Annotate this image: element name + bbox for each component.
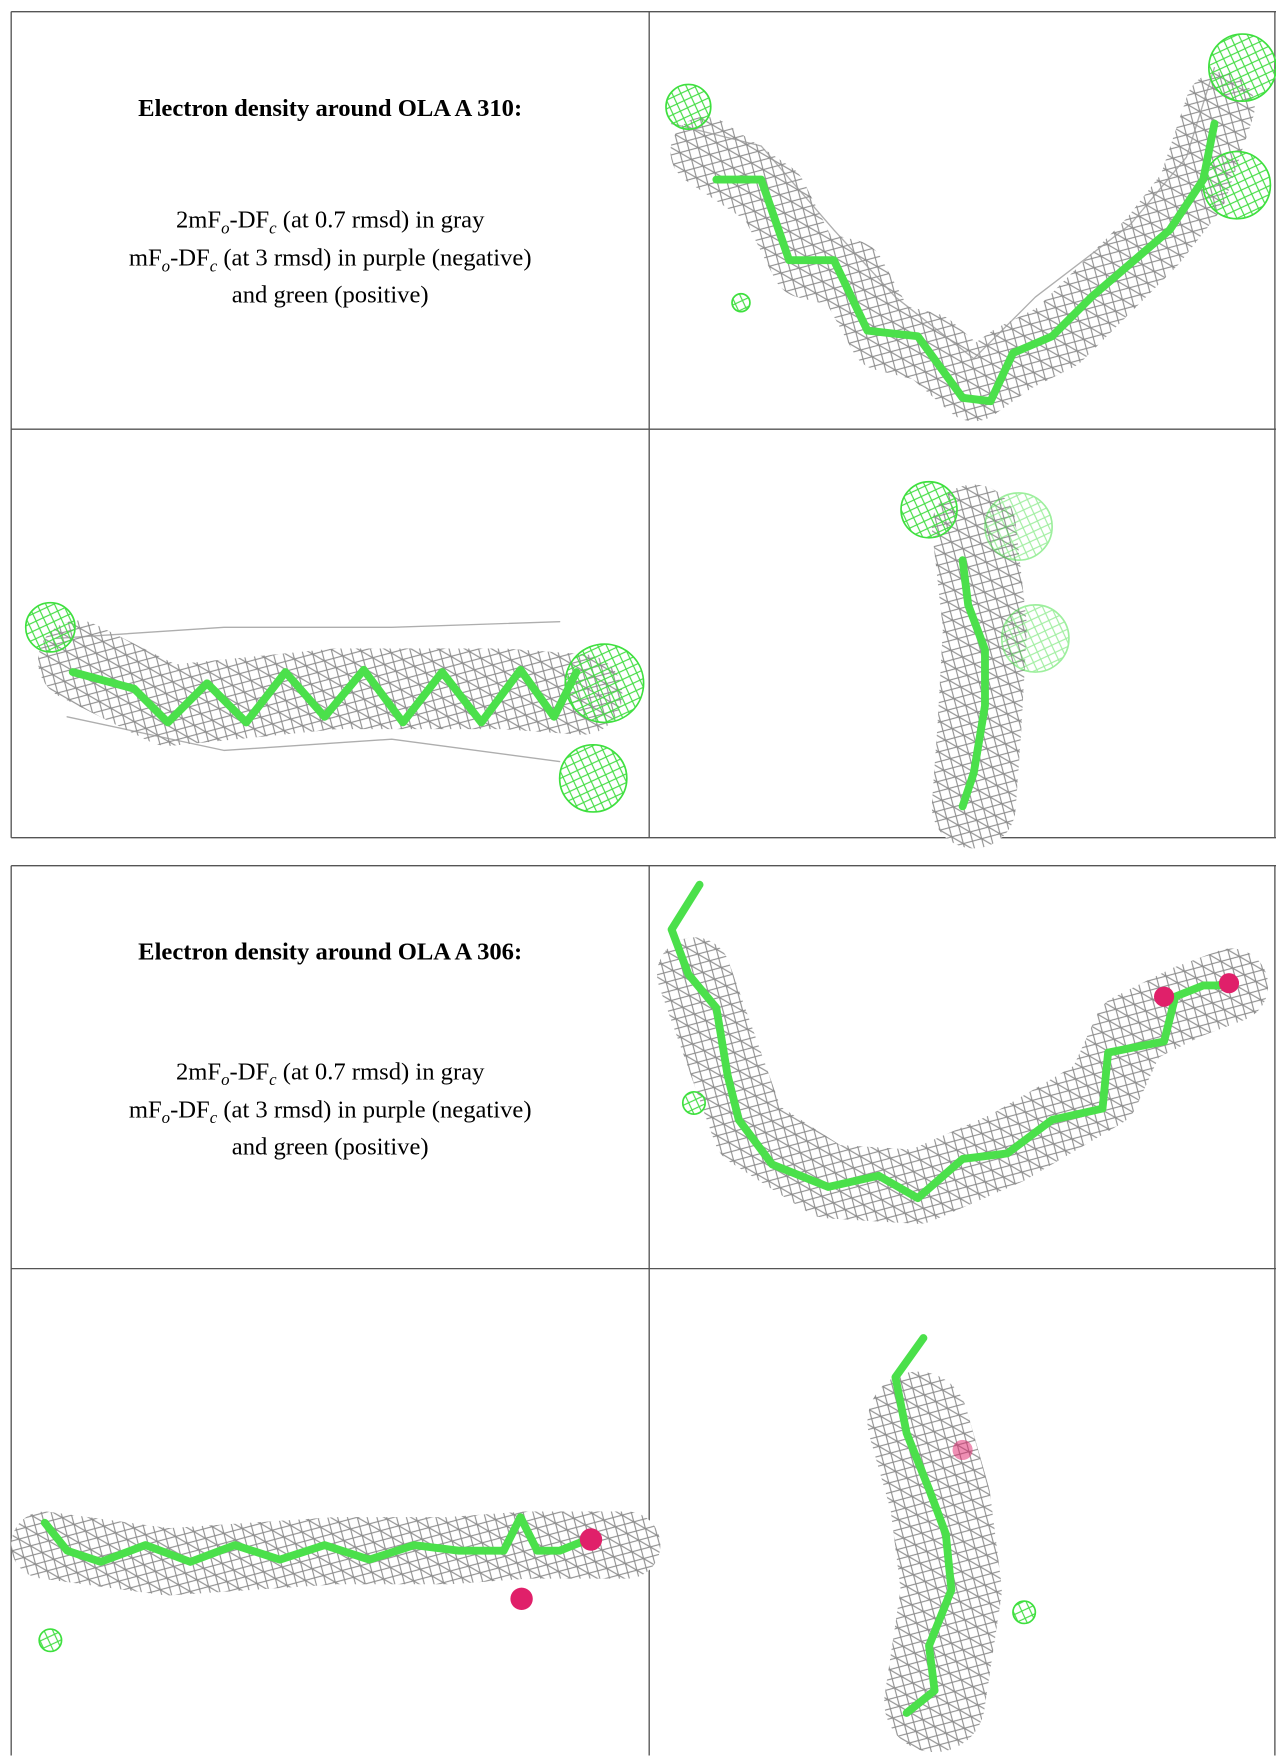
page: {"sections": [ {"title": "Electron densi… <box>0 0 1276 1756</box>
text-run: and green (positive) <box>232 1133 429 1160</box>
density-image <box>672 885 1239 1198</box>
legend-line: and green (positive) <box>232 282 429 309</box>
text-run: -DF <box>170 245 210 272</box>
table-grid <box>11 866 1276 1756</box>
text-run: and green (positive) <box>232 282 429 309</box>
density-image <box>901 482 1069 807</box>
text-run: -DF <box>230 1058 270 1085</box>
section-title: Electron density around OLA A 310: <box>138 95 522 122</box>
density-image <box>895 1338 1035 1713</box>
text-run: (at 3 rmsd) in purple (negative) <box>217 1097 531 1124</box>
text-run: -DF <box>230 207 270 234</box>
text-run: (at 0.7 rmsd) in gray <box>277 1058 485 1085</box>
subscript: o <box>162 1108 170 1127</box>
document: Electron density around OLA A 310:2mFo-D… <box>0 0 1276 1756</box>
legend-line: 2mFo-DFc (at 0.7 rmsd) in gray <box>176 1058 485 1089</box>
subscript: o <box>162 256 170 275</box>
legend-line: mFo-DFc (at 3 rmsd) in purple (negative) <box>129 1097 532 1128</box>
text-run: (at 3 rmsd) in purple (negative) <box>217 245 531 272</box>
text-run: mF <box>129 245 162 272</box>
text-run: 2mF <box>176 1058 221 1085</box>
density-image <box>39 1517 627 1651</box>
legend-line: and green (positive) <box>232 1133 429 1160</box>
section-title: Electron density around OLA A 306: <box>138 939 522 966</box>
legend-line: 2mFo-DFc (at 0.7 rmsd) in gray <box>176 207 485 238</box>
density-image <box>26 603 644 812</box>
text-run: 2mF <box>176 207 221 234</box>
text-run: mF <box>129 1097 162 1124</box>
text-run: -DF <box>170 1097 210 1124</box>
subscript: o <box>221 218 229 237</box>
subscript: o <box>221 1070 229 1089</box>
density-image <box>666 34 1276 401</box>
legend-line: mFo-DFc (at 3 rmsd) in purple (negative) <box>129 245 532 276</box>
text-run: (at 0.7 rmsd) in gray <box>277 207 485 234</box>
